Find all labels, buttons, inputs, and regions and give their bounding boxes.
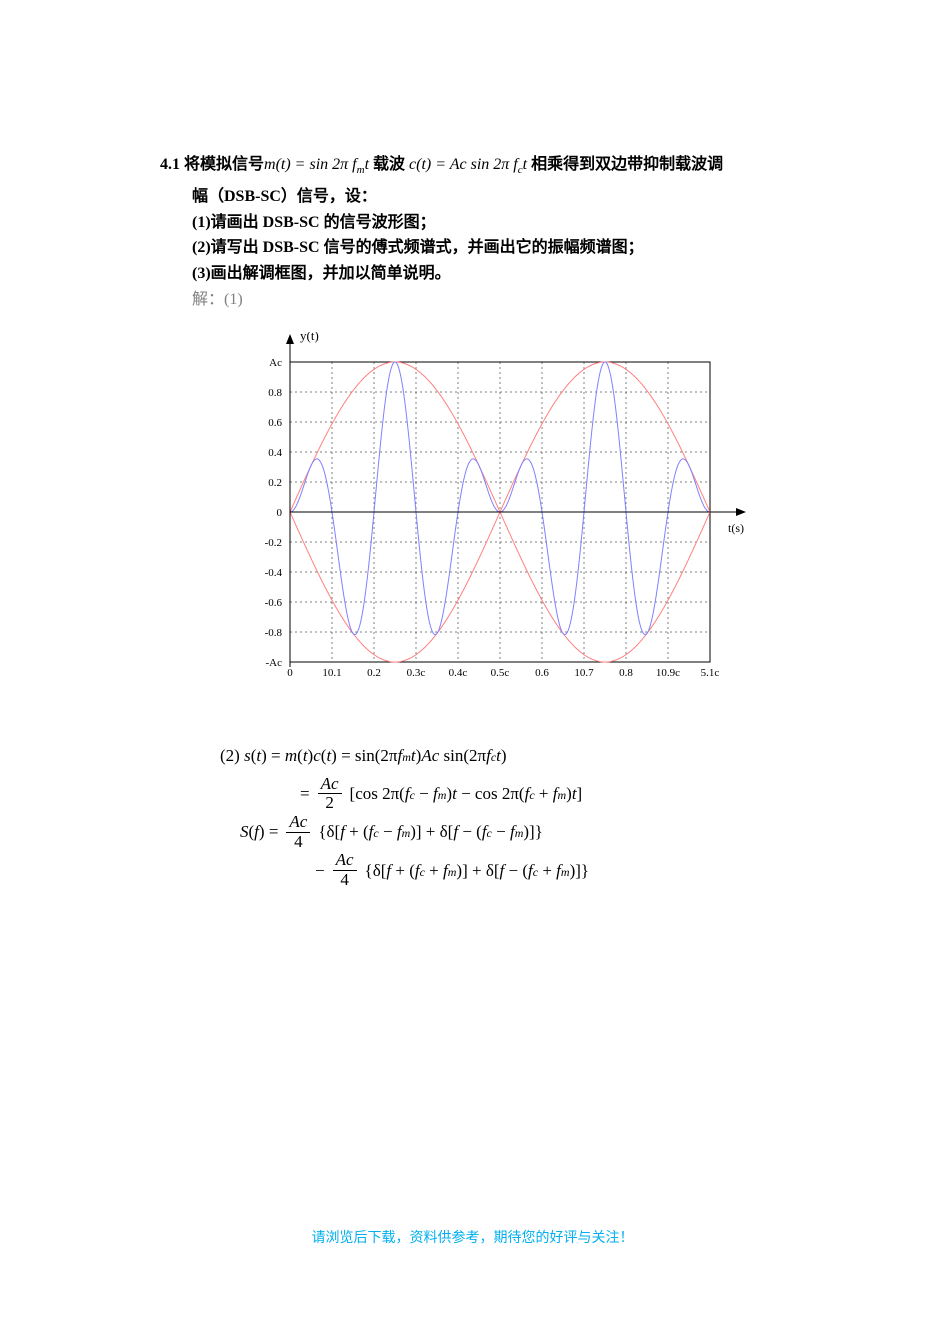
m-sub: m (357, 164, 365, 176)
r4-num: Ac (336, 850, 354, 869)
svg-text:0: 0 (277, 507, 283, 519)
svg-text:0.6: 0.6 (268, 417, 282, 429)
svg-text:0.2: 0.2 (268, 477, 282, 489)
svg-text:0.4: 0.4 (268, 447, 282, 459)
svg-text:-0.8: -0.8 (265, 627, 283, 639)
solution-label: 解：(1) (192, 287, 845, 313)
question-1: (1)请画出 DSB-SC 的信号波形图； (192, 210, 845, 236)
m-expr: m(t) = sin 2π f (264, 156, 357, 173)
eq-row-1: (2) s(t) = m(t)c(t) = sin(2πfmt)Ac sin(2… (220, 737, 845, 774)
question-2: (2)请写出 DSB-SC 信号的傅式频谱式，并画出它的振幅频谱图； (192, 235, 845, 261)
frac-ac-4a: Ac 4 (286, 813, 310, 851)
svg-text:0.5c: 0.5c (491, 667, 510, 679)
problem-body: 幅（DSB-SC）信号，设： (1)请画出 DSB-SC 的信号波形图； (2)… (160, 184, 845, 312)
problem-text-2: 载波 (369, 156, 409, 173)
r2-den: 2 (322, 794, 337, 813)
svg-text:0.4c: 0.4c (449, 667, 468, 679)
svg-text:-Ac: -Ac (266, 657, 283, 669)
svg-text:10.9c: 10.9c (656, 667, 680, 679)
dsb-sc-waveform-chart: y(t) t(s) Ac 0.8 0.6 0.4 0.2 0 -0.2 -0.4 -0.6 -0.8 -… (230, 332, 750, 702)
svg-text:0.8: 0.8 (268, 387, 282, 399)
q1-text: (1)请画出 DSB-SC 的信号波形图； (192, 214, 436, 231)
r4-den: 4 (337, 871, 352, 890)
svg-text:t(s): t(s) (728, 521, 744, 535)
svg-text:0.2: 0.2 (367, 667, 381, 679)
svg-text:0: 0 (287, 667, 293, 679)
r2-num: Ac (321, 774, 339, 793)
svg-text:-0.2: -0.2 (265, 537, 282, 549)
problem-text-3: 相乘得到双边带抑制载波调 (527, 156, 723, 173)
r3-num: Ac (289, 812, 307, 831)
svg-text:5.1c: 5.1c (701, 667, 720, 679)
frac-ac-2: Ac 2 (318, 775, 342, 813)
svg-text:0.3c: 0.3c (407, 667, 426, 679)
q3-text: (3)画出解调框图，并加以简单说明。 (192, 265, 451, 282)
page: 4.1 将模拟信号m(t) = sin 2π fmt 载波 c(t) = Ac … (0, 0, 945, 1337)
problem-line-2: 幅（DSB-SC）信号，设： (192, 184, 845, 210)
svg-text:Ac: Ac (269, 357, 282, 369)
content: 4.1 将模拟信号m(t) = sin 2π fmt 载波 c(t) = Ac … (0, 150, 945, 890)
equations: (2) s(t) = m(t)c(t) = sin(2πfmt)Ac sin(2… (220, 737, 845, 890)
svg-text:0.8: 0.8 (619, 667, 633, 679)
q2-text: (2)请写出 DSB-SC 信号的傅式频谱式，并画出它的振幅频谱图； (192, 239, 644, 256)
footer-text: 请浏览后下载，资料供参考，期待您的好评与关注！ (0, 1227, 945, 1247)
frac-ac-4b: Ac 4 (333, 851, 357, 889)
r3-den: 4 (291, 833, 306, 852)
svg-text:0.6: 0.6 (535, 667, 549, 679)
problem-line-1: 4.1 将模拟信号m(t) = sin 2π fmt 载波 c(t) = Ac … (160, 150, 845, 176)
svg-text:y(t): y(t) (300, 332, 319, 343)
svg-text:-0.6: -0.6 (265, 597, 283, 609)
line2-text: 幅（DSB-SC）信号，设： (192, 188, 377, 205)
eq-row-4: − Ac 4 {δ[f + (fc + fm)] + δ[f − (fc + f… (220, 851, 845, 889)
svg-text:10.1: 10.1 (322, 667, 341, 679)
problem-number: 4.1 (160, 156, 180, 173)
eq-row-2: = Ac 2 [cos 2π(fc − fm)t − cos 2π(fc + f… (220, 775, 845, 813)
question-3: (3)画出解调框图，并加以简单说明。 (192, 261, 845, 287)
c-expr: c(t) = Ac sin 2π f (409, 156, 518, 173)
eq-row-3: S(f) = Ac 4 {δ[f + (fc − fm)] + δ[f − (f… (220, 813, 845, 851)
problem-text-1: 将模拟信号 (184, 156, 264, 173)
svg-text:-0.4: -0.4 (265, 567, 283, 579)
chart-container: y(t) t(s) Ac 0.8 0.6 0.4 0.2 0 -0.2 -0.4 -0.6 -0.8 -… (230, 332, 845, 707)
svg-text:10.7: 10.7 (574, 667, 594, 679)
